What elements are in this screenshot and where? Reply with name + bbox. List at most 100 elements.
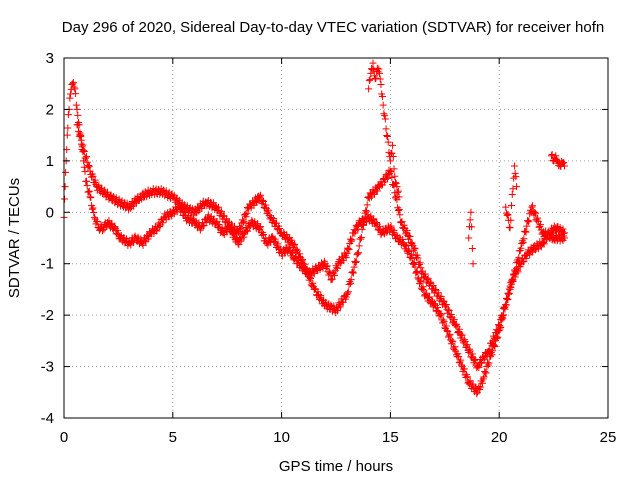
secondary-track-point (354, 249, 362, 257)
secondary-track-point (359, 221, 367, 229)
main-track-point (376, 222, 384, 230)
short-segments-point (378, 93, 386, 101)
main-track-point (137, 235, 145, 243)
short-segments-point (552, 152, 560, 160)
secondary-track-point (83, 158, 91, 166)
main-track-point (90, 209, 98, 217)
secondary-track-point (309, 279, 317, 287)
short-segments-point (469, 260, 477, 268)
secondary-track-point (491, 335, 499, 343)
secondary-track-point (406, 232, 414, 240)
secondary-track-point (252, 198, 260, 206)
secondary-track-point (524, 218, 532, 226)
main-track-point (274, 240, 282, 248)
secondary-track-point (468, 350, 476, 358)
y-tick-label: 3 (46, 50, 54, 67)
short-segments-point (560, 162, 568, 170)
main-track-point (344, 245, 352, 253)
secondary-track-point (520, 235, 528, 243)
short-segments-point (393, 183, 401, 191)
short-segments-point (388, 149, 396, 157)
secondary-track-point (507, 284, 515, 292)
secondary-track-point (442, 302, 450, 310)
main-track-point (460, 365, 468, 373)
secondary-track-point (293, 245, 301, 253)
main-track-point (409, 259, 417, 267)
main-track-point (344, 244, 352, 252)
plot-frame (63, 57, 609, 419)
main-track-point (318, 261, 326, 269)
main-track-point (153, 227, 161, 235)
y-tick-label: -3 (41, 359, 54, 376)
secondary-track-point (499, 312, 507, 320)
secondary-track-point (264, 208, 272, 216)
main-track-point (63, 131, 71, 139)
secondary-track-point (77, 133, 85, 141)
main-track-point (416, 277, 424, 285)
main-track-point (420, 286, 428, 294)
secondary-track-point (327, 301, 335, 309)
main-track-point (327, 276, 335, 284)
main-track-point (192, 217, 200, 225)
secondary-track-point (259, 196, 267, 204)
secondary-track-point (429, 281, 437, 289)
short-segments-point (507, 216, 515, 224)
secondary-track-point (285, 235, 293, 243)
main-track-point (457, 361, 465, 369)
secondary-track-point (475, 364, 483, 372)
secondary-track-point (497, 315, 505, 323)
main-track-point (386, 224, 394, 232)
main-track-point (440, 318, 448, 326)
main-track-point (116, 232, 124, 240)
main-track-point (488, 351, 496, 359)
main-track-point (156, 223, 164, 231)
secondary-track-point (242, 213, 250, 221)
secondary-track-point (455, 325, 463, 333)
main-track-point (256, 224, 264, 232)
short-segments-point (468, 223, 476, 231)
short-segments-point (391, 179, 399, 187)
main-track-point (469, 380, 477, 388)
secondary-track-point (159, 186, 167, 194)
secondary-track-point (239, 219, 247, 227)
secondary-track-point (80, 148, 88, 156)
main-track-point (434, 304, 442, 312)
main-track-point (333, 264, 341, 272)
secondary-track-point (75, 127, 83, 135)
secondary-track-point (303, 268, 311, 276)
secondary-track-point (353, 251, 361, 259)
main-track-point (204, 211, 212, 219)
secondary-track-point (298, 257, 306, 265)
short-segments-point (467, 208, 475, 216)
secondary-track-point (192, 209, 200, 217)
short-segments-point (381, 115, 389, 123)
secondary-track-point (407, 240, 415, 248)
short-segments-point (508, 202, 516, 210)
secondary-track-point (292, 248, 300, 256)
main-track-point (83, 182, 91, 190)
ticks-layer (63, 57, 609, 419)
main-track-point (439, 316, 447, 324)
secondary-track-point (88, 173, 96, 181)
secondary-track-point (78, 143, 86, 151)
secondary-track-point (534, 214, 542, 222)
secondary-track-point (91, 176, 99, 184)
secondary-track-point (515, 254, 523, 262)
x-tick-label: 25 (600, 429, 617, 446)
secondary-track-point (237, 225, 245, 233)
short-segments-point (380, 110, 388, 118)
short-segments-point (391, 172, 399, 180)
main-track-point (159, 219, 167, 227)
secondary-track-point (291, 240, 299, 248)
secondary-track-point (522, 228, 530, 236)
x-tick-label: 15 (382, 429, 399, 446)
secondary-track-point (79, 141, 87, 149)
secondary-track-point (352, 258, 360, 266)
secondary-track-point (345, 280, 353, 288)
secondary-track-point (525, 217, 533, 225)
chart-title: Day 296 of 2020, Sidereal Day-to-day VTE… (62, 19, 604, 36)
short-segments-point (384, 138, 392, 146)
secondary-track-point (413, 251, 421, 259)
short-segments-point (511, 169, 519, 177)
